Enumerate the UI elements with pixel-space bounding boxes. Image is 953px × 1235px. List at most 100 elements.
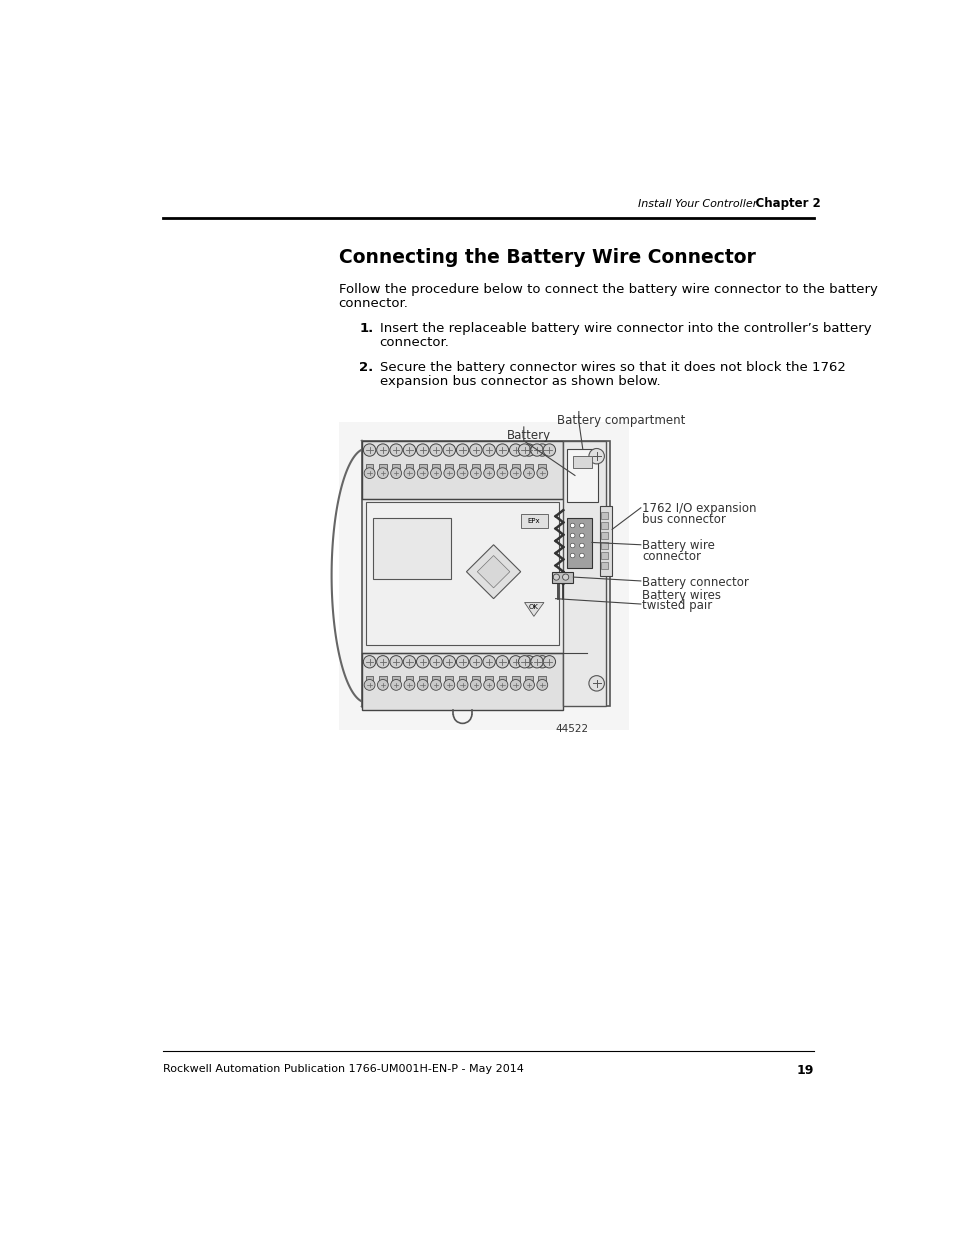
Bar [432, 464, 439, 471]
Bar [338, 421, 629, 730]
Bar [458, 464, 466, 471]
Circle shape [376, 656, 389, 668]
Bar [567, 448, 598, 503]
Circle shape [542, 656, 555, 668]
Circle shape [430, 656, 442, 668]
Circle shape [579, 524, 583, 527]
Circle shape [588, 676, 604, 692]
Bar [600, 513, 607, 519]
Circle shape [470, 679, 480, 690]
Bar [537, 464, 545, 471]
Text: OK: OK [528, 604, 538, 610]
Circle shape [403, 468, 415, 478]
Text: Battery compartment: Battery compartment [557, 414, 685, 427]
Circle shape [517, 656, 530, 668]
Text: 1762 I/O expansion: 1762 I/O expansion [641, 503, 756, 515]
Bar [472, 676, 479, 682]
Bar [392, 464, 399, 471]
Circle shape [522, 656, 535, 668]
Circle shape [456, 656, 468, 668]
Bar [378, 676, 386, 682]
Bar [600, 562, 607, 568]
Bar [600, 522, 607, 529]
Bar [524, 464, 533, 471]
Circle shape [390, 443, 402, 456]
Circle shape [497, 679, 507, 690]
Circle shape [391, 468, 401, 478]
Circle shape [536, 443, 548, 456]
Circle shape [377, 679, 388, 690]
Circle shape [588, 448, 604, 464]
Bar [432, 676, 439, 682]
Circle shape [523, 679, 534, 690]
Circle shape [530, 656, 542, 668]
Circle shape [509, 443, 521, 456]
Bar [573, 456, 592, 468]
Text: twisted pair: twisted pair [641, 599, 712, 613]
Bar [361, 441, 562, 499]
Circle shape [456, 443, 468, 456]
Circle shape [390, 656, 402, 668]
Text: Follow the procedure below to connect the battery wire connector to the battery: Follow the procedure below to connect th… [338, 283, 877, 296]
Text: Secure the battery connector wires so that it does not block the 1762: Secure the battery connector wires so th… [379, 362, 844, 374]
Bar [365, 503, 558, 645]
Text: Battery connector: Battery connector [641, 576, 748, 589]
Text: Connecting the Battery Wire Connector: Connecting the Battery Wire Connector [338, 248, 755, 267]
Text: 1.: 1. [359, 322, 374, 335]
Circle shape [416, 679, 428, 690]
Text: bus connector: bus connector [641, 514, 725, 526]
Circle shape [536, 656, 548, 668]
Bar [600, 552, 607, 558]
Circle shape [363, 656, 375, 668]
Bar [392, 676, 399, 682]
Circle shape [496, 656, 508, 668]
Circle shape [523, 468, 534, 478]
Bar [512, 464, 519, 471]
Bar [498, 464, 506, 471]
Circle shape [416, 443, 429, 456]
Bar [445, 464, 453, 471]
Bar [524, 676, 533, 682]
Circle shape [497, 468, 507, 478]
Bar [365, 676, 373, 682]
Circle shape [483, 468, 494, 478]
Bar [373, 517, 451, 579]
Circle shape [469, 443, 481, 456]
Circle shape [483, 679, 494, 690]
Circle shape [517, 443, 530, 456]
Text: expansion bus connector as shown below.: expansion bus connector as shown below. [379, 375, 659, 388]
Circle shape [430, 468, 441, 478]
Bar [498, 676, 506, 682]
Circle shape [562, 574, 568, 580]
Circle shape [443, 468, 455, 478]
Circle shape [403, 656, 416, 668]
Bar [562, 441, 605, 706]
Text: Install Your Controller: Install Your Controller [638, 199, 757, 209]
Circle shape [522, 443, 535, 456]
Text: Battery wires: Battery wires [641, 589, 720, 601]
Bar [418, 464, 426, 471]
Bar [600, 532, 607, 538]
Text: 19: 19 [796, 1065, 814, 1077]
Text: Chapter 2: Chapter 2 [739, 198, 821, 210]
Circle shape [430, 443, 442, 456]
Circle shape [579, 553, 583, 558]
Polygon shape [524, 603, 543, 616]
Circle shape [403, 443, 416, 456]
Circle shape [482, 443, 495, 456]
Circle shape [430, 679, 441, 690]
Bar [600, 542, 607, 548]
Circle shape [376, 443, 389, 456]
Bar [512, 676, 519, 682]
Text: Insert the replaceable battery wire connector into the controller’s battery: Insert the replaceable battery wire conn… [379, 322, 870, 335]
Bar [551, 572, 573, 583]
Circle shape [442, 656, 455, 668]
Circle shape [364, 468, 375, 478]
Circle shape [537, 468, 547, 478]
Circle shape [456, 679, 468, 690]
Circle shape [537, 679, 547, 690]
Text: EPx: EPx [527, 517, 539, 524]
Circle shape [530, 443, 542, 456]
Circle shape [416, 468, 428, 478]
Circle shape [403, 679, 415, 690]
